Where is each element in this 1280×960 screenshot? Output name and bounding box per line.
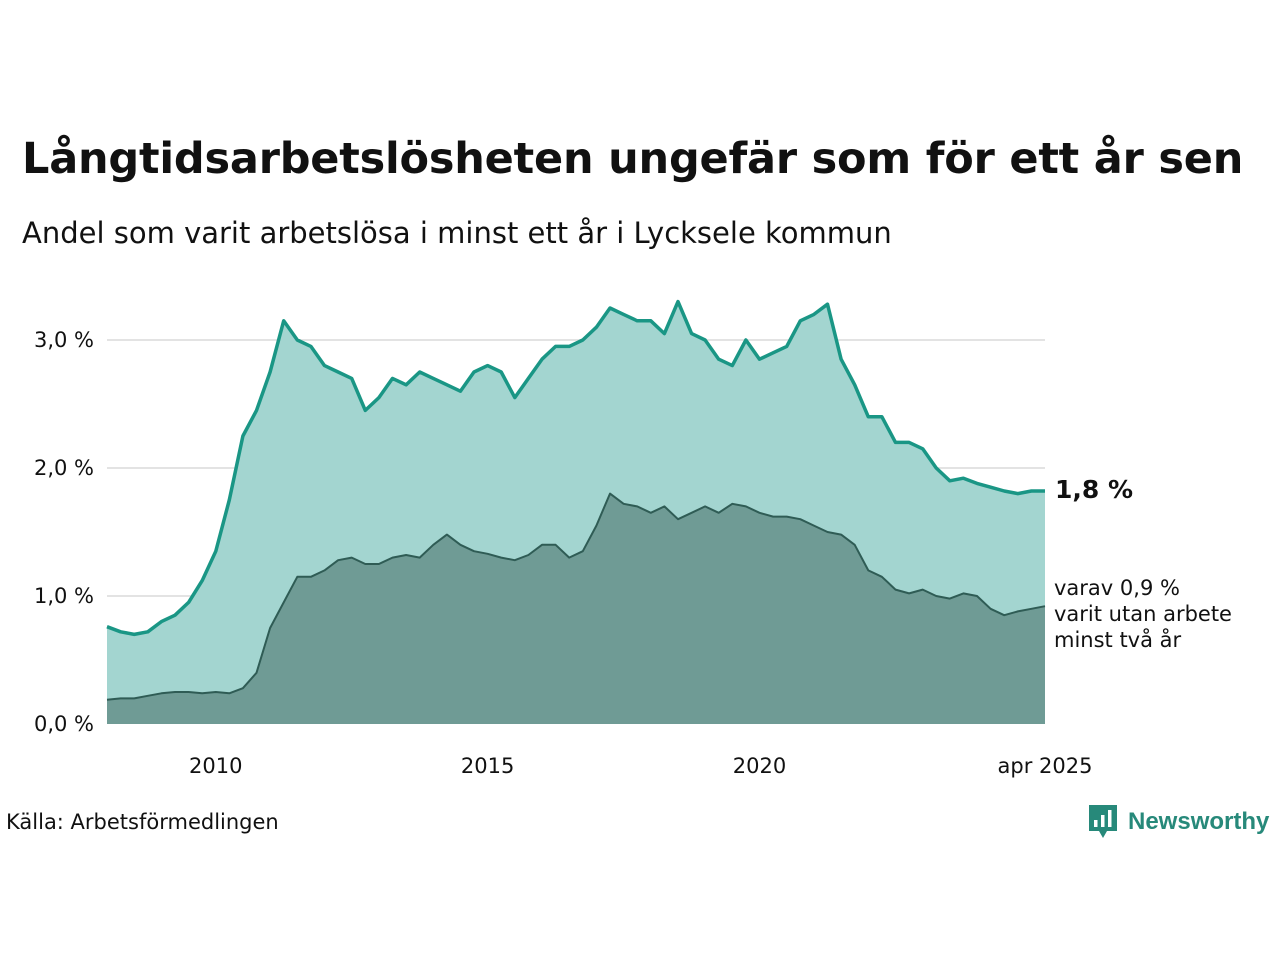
source-note: Källa: Arbetsförmedlingen <box>6 810 279 834</box>
logo-text: Newsworthy <box>1128 808 1270 835</box>
chart-title: Långtidsarbetslösheten ungefär som för e… <box>22 134 1244 184</box>
sub-label-line-3: minst två år <box>1054 628 1182 652</box>
sub-label-line-1: varav 0,9 % <box>1054 576 1180 600</box>
sub-series-label: varav 0,9 % varit utan arbete minst två … <box>1054 575 1232 653</box>
newsworthy-bar-chart-icon <box>1089 805 1117 838</box>
x-tick-label: 2015 <box>460 754 515 778</box>
newsworthy-logo: Newsworthy <box>1088 804 1269 840</box>
x-tick-label: 2010 <box>189 754 243 778</box>
y-tick-label: 2,0 % <box>33 456 94 480</box>
chart-subtitle: Andel som varit arbetslösa i minst ett å… <box>22 216 892 250</box>
y-tick-label: 0,0 % <box>33 712 94 736</box>
y-tick-label: 3,0 % <box>33 328 94 352</box>
area-two-years <box>107 493 1045 724</box>
x-tick-label: apr 2025 <box>997 754 1093 778</box>
end-value-label: 1,8 % <box>1055 475 1134 504</box>
line-two-years <box>106 492 1046 701</box>
x-tick-label: 2020 <box>732 754 787 778</box>
line-total <box>106 299 1045 637</box>
sub-label-line-2: varit utan arbete <box>1054 602 1232 626</box>
y-tick-label: 1,0 % <box>33 584 94 608</box>
